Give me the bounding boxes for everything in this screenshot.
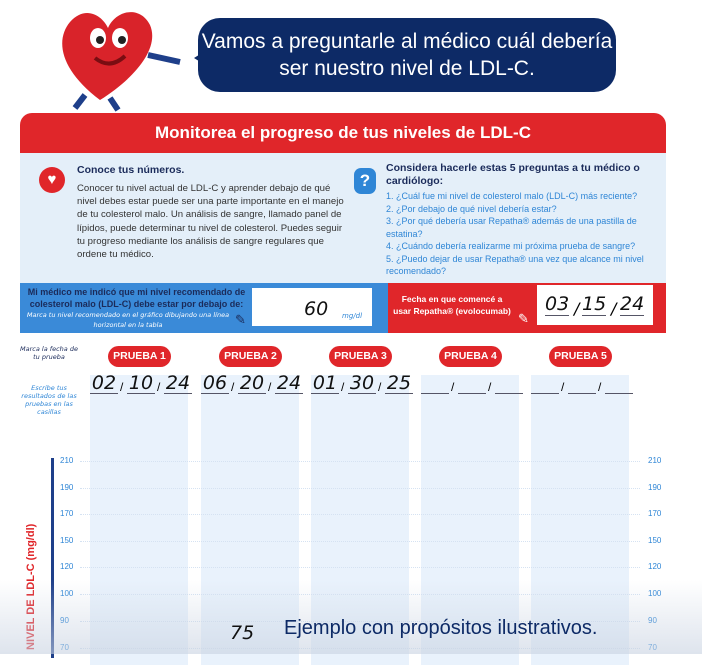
test-badge: PRUEBA 2 (219, 346, 282, 367)
y-tick-right: 120 (648, 562, 662, 571)
left-body: Conocer tu nivel actual de LDL-C y apren… (77, 183, 344, 261)
slash: / (378, 380, 382, 394)
test-badge: PRUEBA 4 (439, 346, 502, 367)
right-title: Considera hacerle estas 5 preguntas a tu… (386, 162, 640, 187)
test-badge: PRUEBA 3 (329, 346, 392, 367)
y-tick-left: 170 (60, 509, 74, 518)
info-panel (20, 153, 666, 283)
caption: Ejemplo con propósitos ilustrativos. (284, 617, 598, 639)
date-hint: Marca la fecha de tu prueba (20, 345, 78, 361)
test-badge: PRUEBA 1 (108, 346, 171, 367)
question-item: 4. ¿Cuándo debería realizarme mi próxima… (386, 241, 636, 251)
heart-icon: ♥ (39, 167, 65, 193)
gridline (80, 514, 640, 515)
slash: / (120, 380, 124, 394)
video-overlay (0, 580, 702, 654)
slash: / (268, 380, 272, 394)
y-tick-right: 210 (648, 456, 662, 465)
y-axis-line (51, 458, 54, 658)
y-tick-left: 210 (60, 456, 74, 465)
question-item: 3. ¿Por qué debería usar Repatha® además… (386, 216, 637, 239)
test-date-field[interactable] (531, 372, 559, 394)
left-title: Conoce tus números. (77, 164, 185, 176)
gridline (80, 567, 640, 568)
test-date-field[interactable]: 20 (238, 372, 266, 394)
question-list: 1. ¿Cuál fue mi nivel de colesterol malo… (386, 190, 656, 278)
question-item: 2. ¿Por debajo de qué nivel debería esta… (386, 203, 557, 214)
test-date-field[interactable]: 01 (311, 372, 339, 394)
goal-label: Mi médico me indicó que mi nivel recomen… (27, 287, 246, 309)
y-tick-left: 150 (60, 536, 74, 545)
page-title: Monitorea el progreso de tus niveles de … (20, 113, 666, 153)
gridline (80, 488, 640, 489)
slash: / (231, 380, 235, 394)
goal-input[interactable]: 60 mg/dl (252, 288, 372, 326)
test-date-field[interactable]: 10 (127, 372, 155, 394)
test-date-field[interactable] (568, 372, 596, 394)
test-date-field[interactable] (605, 372, 633, 394)
pencil-icon: ✎ (518, 311, 529, 326)
slash: / (611, 299, 617, 318)
speech-bubble: Vamos a preguntarle al médico cuál deber… (194, 18, 616, 92)
start-label: Fecha en que comencé a usar Repatha® (ev… (393, 294, 511, 316)
question-icon: ? (354, 168, 376, 194)
start-date-input[interactable]: 03 / 15 / 24 (537, 285, 653, 325)
gridline (80, 461, 640, 462)
y-tick-right: 190 (648, 483, 662, 492)
pencil-icon: ✎ (235, 312, 246, 327)
slash: / (341, 380, 345, 394)
y-tick-left: 120 (60, 562, 74, 571)
question-item: 5. ¿Puedo dejar de usar Repatha® una vez… (386, 253, 644, 277)
slash: / (157, 380, 161, 394)
goal-unit: mg/dl (342, 312, 363, 320)
test-date-field[interactable] (458, 372, 486, 394)
test-date-field[interactable]: 30 (348, 372, 376, 394)
start-year: 24 (620, 293, 645, 316)
slash: / (574, 299, 580, 318)
start-day: 15 (582, 293, 607, 316)
goal-value: 60 (304, 298, 329, 320)
y-tick-right: 170 (648, 509, 662, 518)
start-month: 03 (545, 293, 570, 316)
test-date-field[interactable]: 06 (201, 372, 229, 394)
y-tick-left: 190 (60, 483, 74, 492)
handwritten-value: 75 (230, 622, 255, 644)
slash: / (488, 380, 492, 394)
test-date-field[interactable]: 24 (164, 372, 192, 394)
test-date-field[interactable]: 02 (90, 372, 118, 394)
slash: / (561, 380, 565, 394)
test-date-field[interactable]: 25 (385, 372, 413, 394)
test-badge: PRUEBA 5 (549, 346, 612, 367)
slash: / (451, 380, 455, 394)
result-hint: Escribe tus resultados de las pruebas en… (21, 384, 77, 416)
test-date-field[interactable]: 24 (275, 372, 303, 394)
gridline (80, 541, 640, 542)
test-date-field[interactable] (495, 372, 523, 394)
y-tick-right: 150 (648, 536, 662, 545)
question-item: 1. ¿Cuál fue mi nivel de colesterol malo… (386, 191, 638, 201)
test-date-field[interactable] (421, 372, 449, 394)
slash: / (598, 380, 602, 394)
goal-hint: Marca tu nivel recomendado en el gráfico… (26, 311, 230, 329)
heart-mascot-icon (62, 12, 181, 112)
